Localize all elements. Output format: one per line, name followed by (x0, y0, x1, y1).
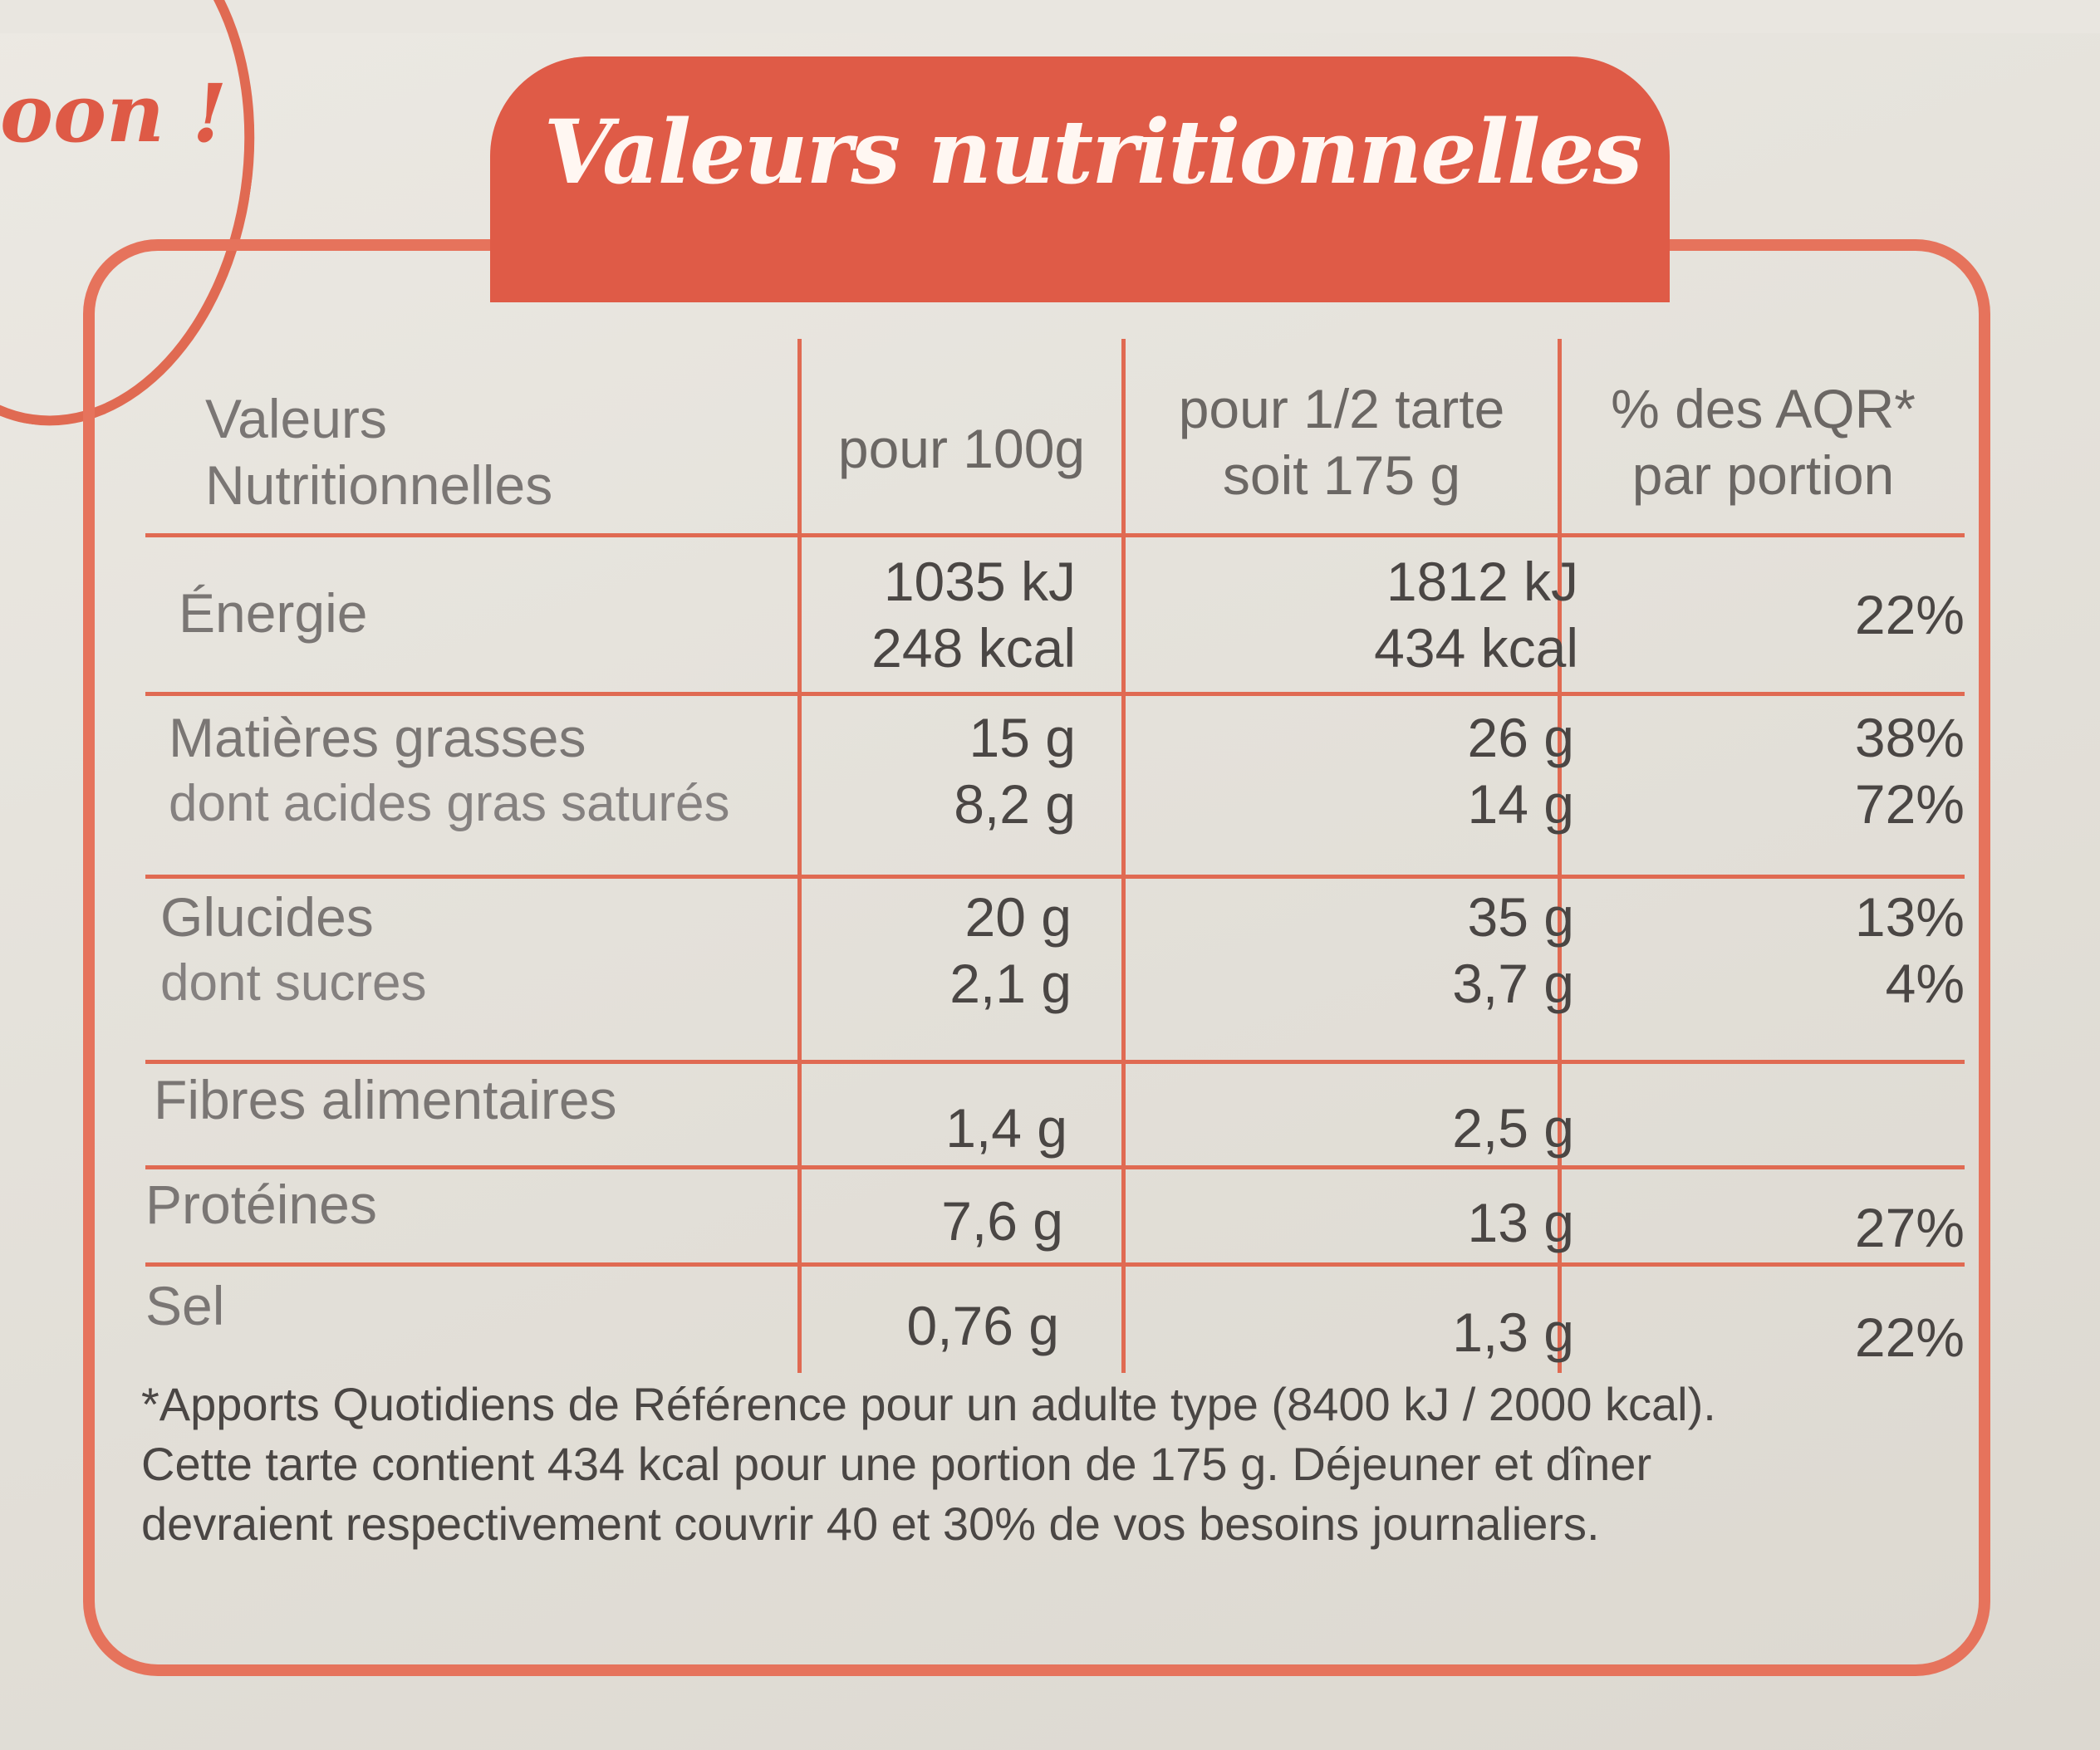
row-sel-portion: 1,3 g (1452, 1301, 1574, 1363)
col-divider-1 (797, 339, 802, 1373)
value: 14 g (1467, 773, 1574, 835)
row-proteines-portion: 13 g (1467, 1192, 1574, 1253)
value: 26 g (1467, 707, 1574, 768)
header-col3-line2: soit 175 g (1222, 444, 1461, 506)
value: 3,7 g (1452, 953, 1574, 1014)
value: 1035 kJ (883, 551, 1076, 612)
header-col3-line1: pour 1/2 tarte (1178, 378, 1505, 439)
col-divider-3 (1558, 339, 1562, 1373)
row-label-glucides: Glucides dont sucres (160, 884, 427, 1017)
footnote-line3: devraient respectivement couvrir 40 et 3… (141, 1498, 1600, 1550)
value: 15 g (969, 707, 1076, 768)
row-fibres-per100: 1,4 g (945, 1097, 1067, 1159)
label-main: Matières grasses (169, 707, 586, 768)
row-glucides-aqr: 13% 4% (1562, 884, 1965, 1017)
slogan-text: oon ! (0, 66, 228, 160)
header-col1: Valeurs Nutritionnelles (205, 385, 552, 518)
value: 38% (1854, 707, 1965, 768)
row-energie-aqr: 22% (1854, 584, 1965, 645)
footnote-line1: *Apports Quotidiens de Référence pour un… (141, 1378, 1716, 1430)
value: 2,1 g (949, 953, 1072, 1014)
row-divider-4 (145, 1060, 1965, 1064)
row-proteines-per100: 7,6 g (941, 1190, 1063, 1252)
row-label-fibres: Fibres alimentaires (154, 1069, 617, 1130)
row-proteines-aqr: 27% (1854, 1197, 1965, 1258)
row-divider-1 (145, 533, 1965, 537)
row-glucides-per100: 20 g 2,1 g (810, 884, 1072, 1017)
header-col4-line1: % des AQR* (1611, 378, 1916, 439)
row-label-sel: Sel (145, 1275, 225, 1336)
header-col1-line1: Valeurs (205, 388, 387, 449)
value: 248 kcal (871, 617, 1076, 679)
row-label-energie: Énergie (179, 582, 368, 644)
value: 13% (1854, 886, 1965, 948)
header-col4: % des AQR* par portion (1562, 375, 1965, 508)
row-fibres-portion: 2,5 g (1452, 1097, 1574, 1159)
value: 72% (1854, 773, 1965, 835)
row-divider-2 (145, 692, 1965, 696)
nutrition-table: Valeurs Nutritionnelles pour 100g pour 1… (145, 339, 1965, 1373)
label-sub: dont acides gras saturés (169, 775, 730, 832)
value: 8,2 g (954, 773, 1076, 835)
row-divider-6 (145, 1262, 1965, 1267)
value: 4% (1885, 953, 1965, 1014)
row-label-matieres-grasses: Matières grasses dont acides gras saturé… (169, 704, 730, 837)
value: 1812 kJ (1386, 551, 1578, 612)
row-mg-aqr: 38% 72% (1562, 704, 1965, 837)
row-mg-portion: 26 g 14 g (1126, 704, 1574, 837)
row-mg-per100: 15 g 8,2 g (810, 704, 1076, 837)
header-col1-line2: Nutritionnelles (205, 454, 553, 516)
footnote: *Apports Quotidiens de Référence pour un… (141, 1375, 1985, 1554)
row-energie-per100: 1035 kJ 248 kcal (810, 548, 1076, 681)
top-strip (0, 0, 2100, 33)
row-sel-per100: 0,76 g (906, 1295, 1060, 1356)
footnote-line2: Cette tarte contient 434 kcal pour une p… (141, 1438, 1652, 1490)
col-divider-2 (1121, 339, 1126, 1373)
header-col4-line2: par portion (1631, 444, 1895, 506)
title-tab (490, 56, 1670, 302)
value: 434 kcal (1374, 617, 1578, 679)
header-col3: pour 1/2 tarte soit 175 g (1126, 375, 1558, 508)
label-sub: dont sucres (160, 954, 427, 1012)
label-main: Glucides (160, 886, 374, 948)
panel-title: Valeurs nutritionnelles (543, 100, 1643, 203)
row-divider-5 (145, 1165, 1965, 1169)
value: 35 g (1467, 886, 1574, 948)
header-col2: pour 100g (837, 418, 1086, 479)
row-energie-portion: 1812 kJ 434 kcal (1126, 548, 1578, 681)
row-sel-aqr: 22% (1854, 1306, 1965, 1368)
row-glucides-portion: 35 g 3,7 g (1126, 884, 1574, 1017)
value: 20 g (964, 886, 1072, 948)
row-label-proteines: Protéines (145, 1174, 377, 1235)
row-divider-3 (145, 875, 1965, 879)
